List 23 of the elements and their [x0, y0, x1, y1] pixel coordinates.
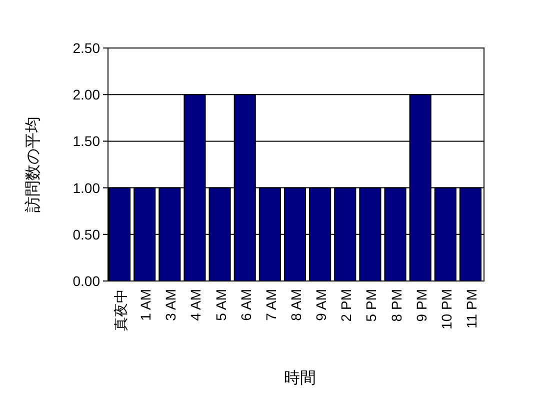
x-tick-label: 9 PM	[413, 289, 430, 322]
x-tick-label: 8 PM	[388, 289, 404, 322]
y-tick-label: 0.00	[72, 273, 100, 289]
y-tick-label: 0.50	[72, 226, 100, 242]
x-tick-label: 6 AM	[238, 289, 254, 321]
x-tick-label: 8 AM	[288, 289, 304, 321]
y-tick-label: 2.00	[72, 86, 100, 103]
x-tick-label: 4 AM	[188, 289, 204, 321]
y-tick-label: 2.50	[72, 40, 100, 56]
x-tick-label: 真夜中	[112, 289, 129, 331]
y-tick-label: 1.00	[72, 180, 100, 196]
x-tick-label: 2 PM	[338, 289, 354, 322]
x-tick-label: 10 PM	[438, 289, 454, 330]
x-tick-label: 5 PM	[363, 289, 380, 322]
x-tick-label: 9 AM	[313, 289, 330, 321]
y-axis-title: 訪問数の平均	[24, 116, 42, 212]
x-tick-label: 7 AM	[262, 289, 279, 321]
x-tick-label: 11 PM	[463, 289, 480, 328]
x-tick-label: 5 AM	[212, 289, 229, 321]
x-tick-label: 1 AM	[138, 289, 154, 321]
y-tick-label: 1.50	[72, 133, 100, 150]
x-tick-label: 3 AM	[162, 289, 179, 321]
x-axis-title: 時間	[284, 369, 316, 387]
